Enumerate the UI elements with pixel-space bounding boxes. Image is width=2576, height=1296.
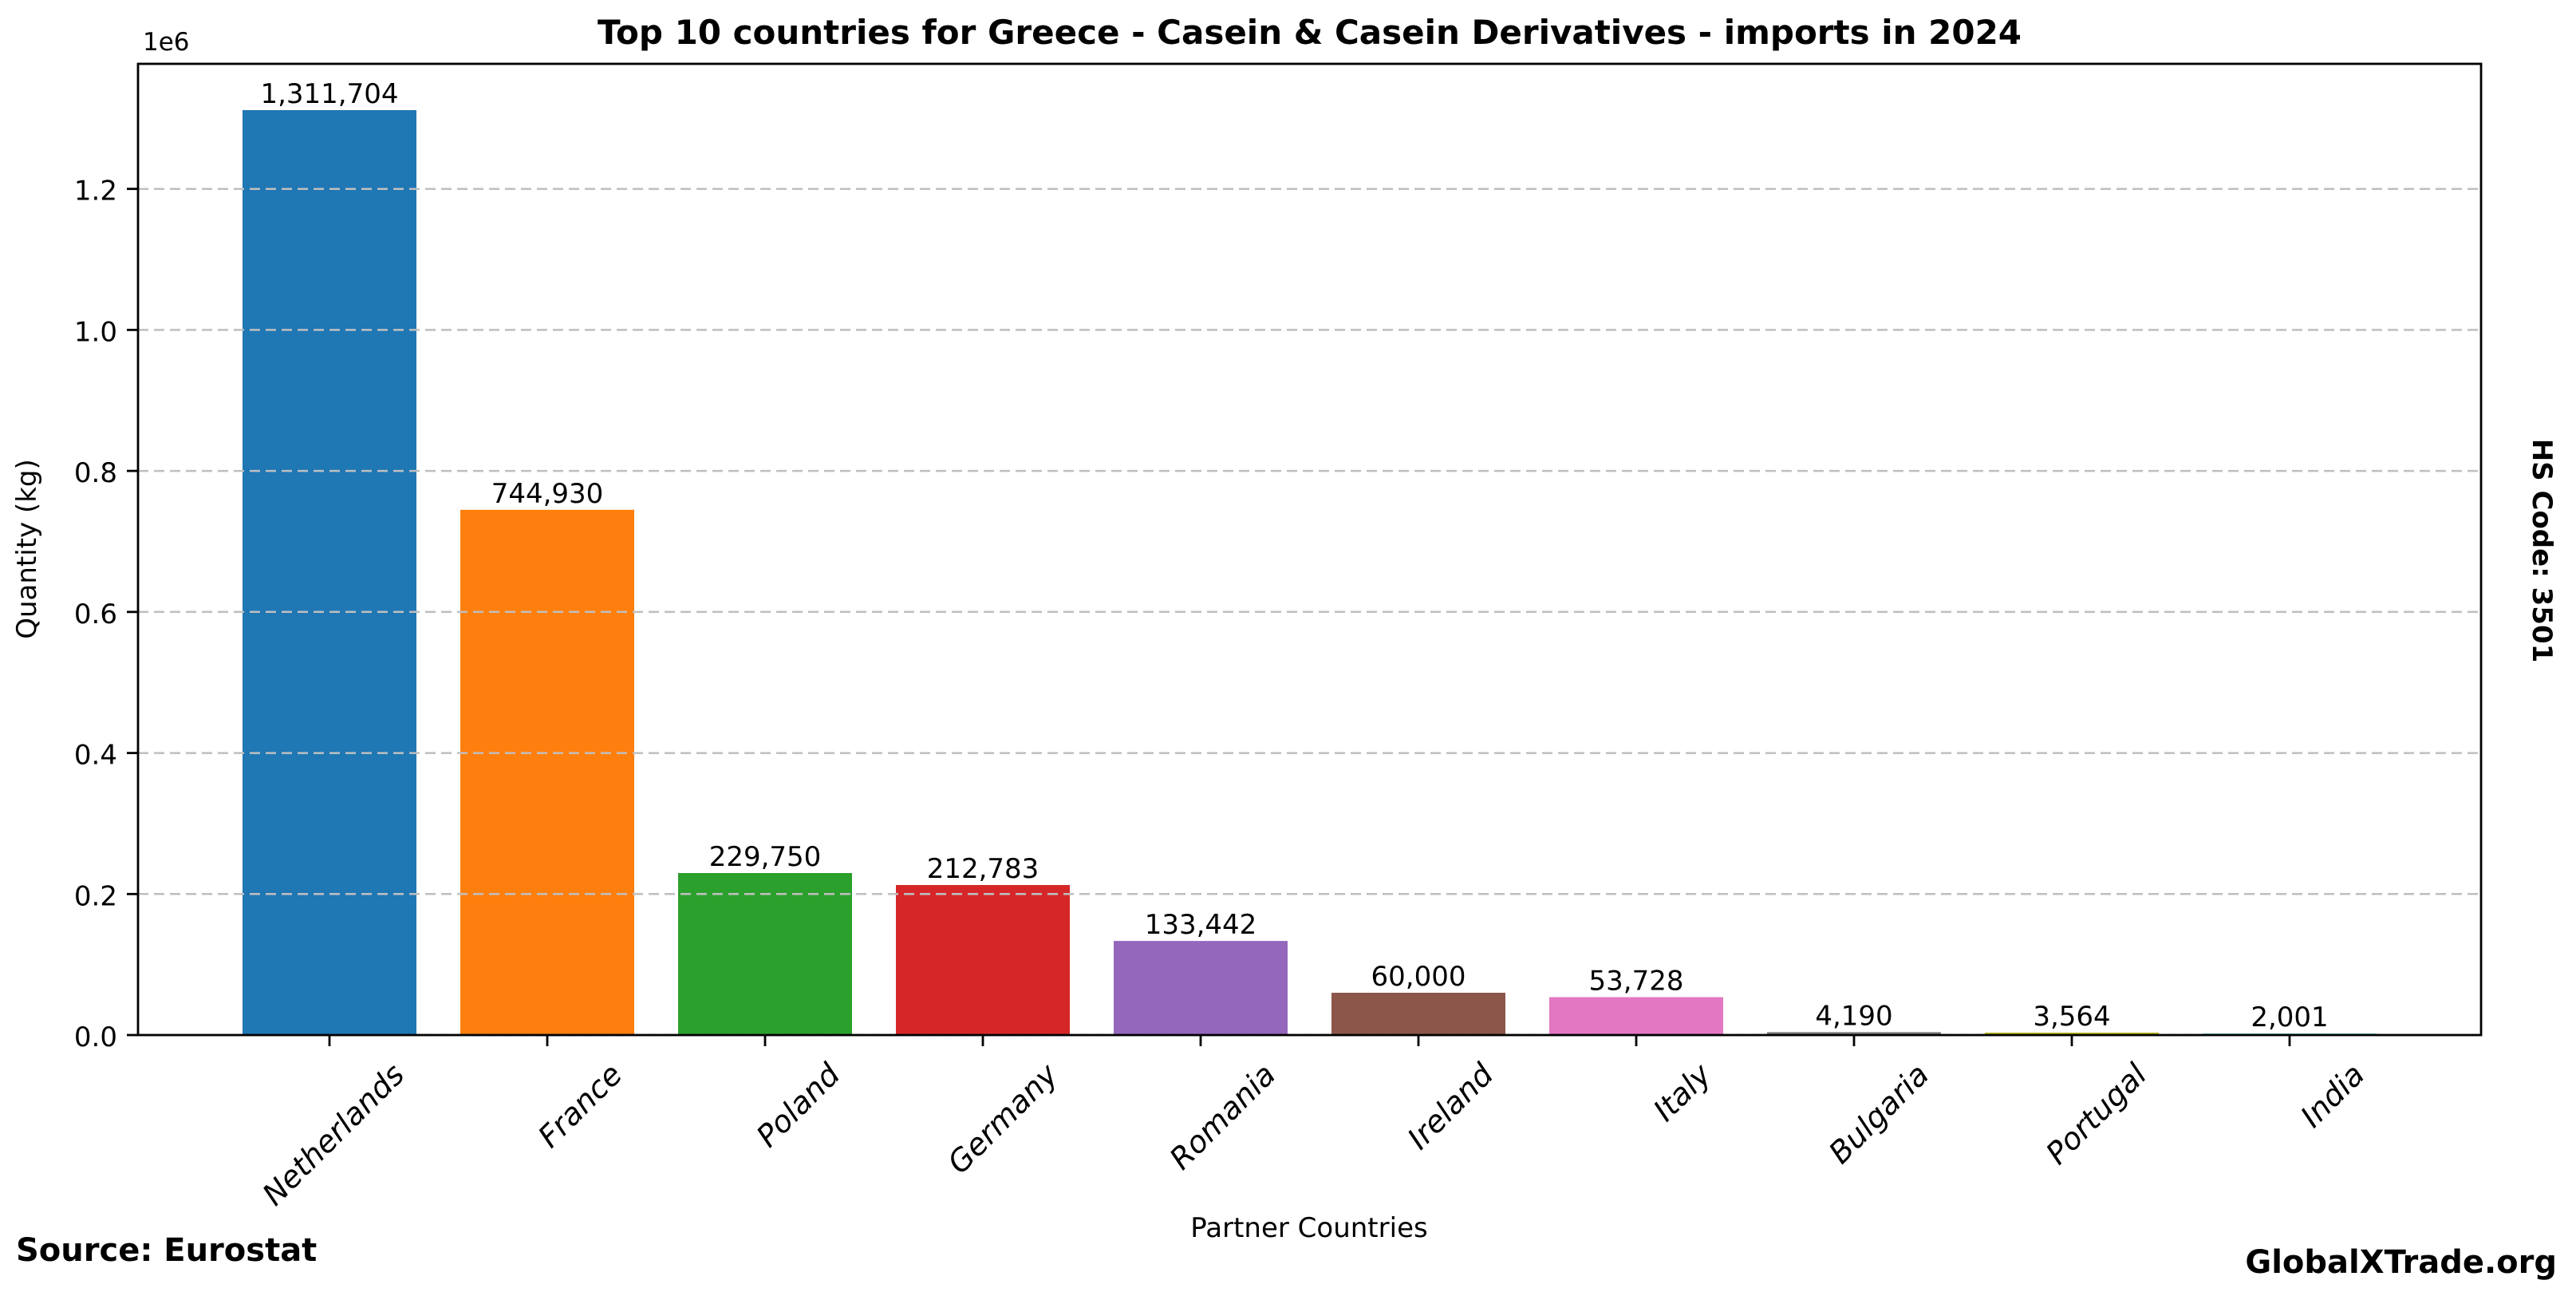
y-tick-label: 0.0 — [74, 1021, 117, 1053]
bar-romania — [1114, 941, 1288, 1035]
y-axis-offset-label: 1e6 — [143, 28, 190, 57]
bar-value-label: 3,564 — [2033, 1001, 2110, 1033]
x-axis-label: Partner Countries — [1190, 1212, 1428, 1244]
y-tick-labels: 0.0 0.2 0.4 0.6 0.8 1.0 1.2 1e6 — [74, 28, 190, 1053]
bar-value-label: 2,001 — [2251, 1002, 2328, 1033]
x-tick-label: Bulgaria — [1822, 1057, 1936, 1171]
bar-france — [460, 509, 634, 1035]
bar-ireland — [1331, 993, 1505, 1035]
bar-bulgaria — [1767, 1032, 1941, 1035]
source-label: Source: Eurostat — [16, 1232, 318, 1269]
bar-value-label: 4,190 — [1815, 1000, 1892, 1032]
y-axis-label: Quantity (kg) — [11, 459, 43, 639]
x-tick-label: Poland — [750, 1057, 847, 1154]
bar-value-label: 229,750 — [709, 841, 822, 873]
bar-portugal — [1985, 1032, 2159, 1035]
x-tick-label: Netherlands — [255, 1057, 411, 1212]
y-tick-label: 1.2 — [74, 176, 117, 207]
bar-value-label: 53,728 — [1589, 966, 1684, 998]
y-tick-label: 0.8 — [74, 457, 117, 489]
y-tick-label: 0.2 — [74, 880, 117, 912]
plot-frame — [136, 62, 2483, 1037]
bar-netherlands — [243, 110, 416, 1035]
bar-italy — [1549, 997, 1723, 1035]
axes — [136, 62, 2483, 1037]
x-tick-label: Germany — [941, 1057, 1064, 1180]
tick-marks — [127, 188, 2291, 1046]
x-tick-label: France — [531, 1057, 629, 1154]
bar-value-label: 133,442 — [1145, 909, 1257, 941]
y-tick-label: 0.4 — [74, 740, 117, 772]
bar-poland — [678, 873, 852, 1035]
hs-code-label: HS Code: 3501 — [2526, 438, 2558, 663]
bar-germany — [896, 885, 1070, 1035]
x-tick-label: Romania — [1163, 1057, 1283, 1176]
bar-value-labels: 1,311,704 744,930 229,750 212,783 133,442 60,… — [260, 78, 2328, 1033]
bar-value-label: 60,000 — [1371, 961, 1466, 993]
x-tick-labels: Netherlands France Poland Germany Romania Ire… — [255, 1057, 2371, 1213]
x-tick-label: Portugal — [2039, 1057, 2154, 1172]
x-tick-label: Ireland — [1401, 1057, 1501, 1156]
y-tick-label: 1.0 — [74, 316, 117, 348]
y-tick-label: 0.6 — [74, 599, 117, 630]
bar-value-label: 212,783 — [927, 853, 1039, 885]
bar-value-label: 1,311,704 — [260, 78, 398, 110]
x-tick-label: Italy — [1647, 1057, 1718, 1128]
chart-title: Top 10 countries for Greece - Casein & C… — [597, 13, 2022, 52]
bars — [243, 110, 2377, 1035]
bar-value-label: 744,930 — [491, 478, 604, 510]
brand-label: GlobalXTrade.org — [2245, 1244, 2557, 1281]
x-tick-label: India — [2294, 1057, 2371, 1134]
